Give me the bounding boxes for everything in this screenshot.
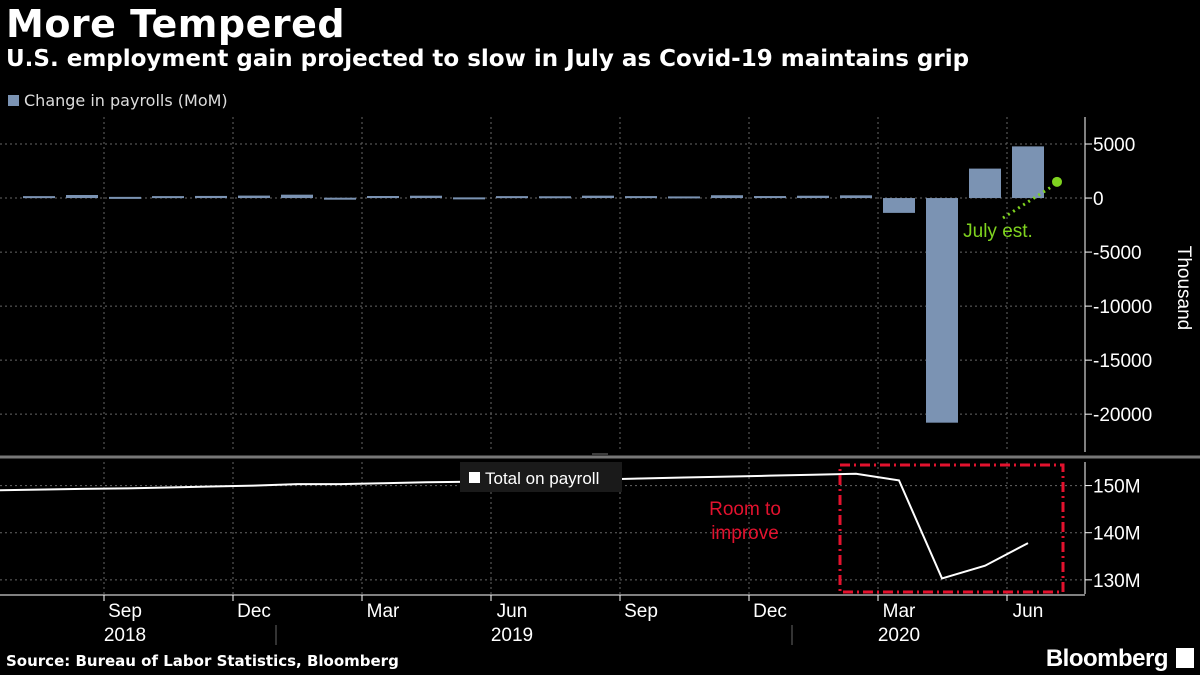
annotation-room-to-improve: improve — [711, 523, 779, 544]
bar-2019-01 — [281, 194, 313, 199]
top-ytick-label: -5000 — [1093, 243, 1142, 264]
annotation-room-to-improve: Room to — [709, 499, 781, 520]
bar-2018-10 — [152, 196, 184, 199]
bottom-ytick-label: 150M — [1093, 477, 1141, 498]
bar-2020-06 — [1012, 146, 1044, 199]
line-legend-label: Total on payroll — [485, 469, 599, 488]
chart-subtitle: U.S. employment gain projected to slow i… — [6, 46, 970, 72]
bloomberg-terminal-icon — [1176, 648, 1194, 668]
estimate-label: July est. — [963, 221, 1033, 242]
bar-2018-07 — [23, 196, 55, 199]
legend-label-payroll-change: Change in payrolls (MoM) — [24, 91, 228, 110]
bar-2019-04 — [410, 195, 442, 199]
bar-2020-02 — [840, 195, 872, 199]
bar-2020-04 — [926, 198, 958, 423]
line-legend-box — [460, 462, 622, 492]
top-ytick-label: 0 — [1093, 189, 1104, 210]
top-ytick-label: 5000 — [1093, 135, 1135, 156]
top-y-axis-title: Thousand — [1173, 246, 1194, 331]
bar-2020-05 — [969, 168, 1001, 199]
x-tick-label: Dec — [237, 601, 271, 622]
bar-2018-08 — [66, 195, 98, 199]
x-year-label: 2018 — [104, 625, 146, 646]
bar-2019-08 — [582, 195, 614, 199]
estimate-leader-line — [1002, 184, 1054, 220]
bar-2019-07 — [539, 196, 571, 199]
x-tick-label: Dec — [753, 601, 787, 622]
bar-2018-12 — [238, 195, 270, 199]
x-tick-label: Jun — [1013, 601, 1044, 622]
x-tick-label: Mar — [367, 601, 400, 622]
x-tick-label: Sep — [108, 601, 142, 622]
bar-2018-11 — [195, 195, 227, 199]
estimate-dot — [1052, 176, 1062, 187]
bar-2019-10 — [668, 196, 700, 199]
x-tick-label: Sep — [624, 601, 658, 622]
bar-2019-11 — [711, 195, 743, 199]
bar-2019-09 — [625, 196, 657, 199]
x-year-label: 2019 — [491, 625, 533, 646]
bar-2019-06 — [496, 196, 528, 199]
chart-title: More Tempered — [6, 2, 346, 46]
x-year-label: 2020 — [878, 625, 920, 646]
source-note: Source: Bureau of Labor Statistics, Bloo… — [6, 652, 399, 670]
highlight-box — [838, 463, 1065, 594]
bar-2020-03 — [883, 198, 915, 213]
top-ytick-label: -10000 — [1093, 297, 1152, 318]
bar-2019-12 — [754, 196, 786, 199]
bar-2020-01 — [797, 195, 829, 199]
bloomberg-logo: Bloomberg — [1045, 645, 1169, 672]
legend: Change in payrolls (MoM) — [8, 91, 228, 110]
bottom-ytick-label: 130M — [1093, 571, 1141, 592]
bar-2019-05 — [453, 197, 485, 200]
bottom-ytick-label: 140M — [1093, 524, 1141, 545]
x-tick-label: Jun — [497, 601, 528, 622]
bar-2018-09 — [109, 196, 141, 199]
line-legend-swatch — [469, 472, 480, 483]
top-ytick-label: -15000 — [1093, 351, 1152, 372]
bar-2019-03 — [367, 196, 399, 199]
bar-2019-02 — [324, 197, 356, 200]
top-ytick-label: -20000 — [1093, 405, 1152, 426]
legend-swatch-payroll-change — [8, 95, 19, 106]
x-tick-label: Mar — [883, 601, 916, 622]
